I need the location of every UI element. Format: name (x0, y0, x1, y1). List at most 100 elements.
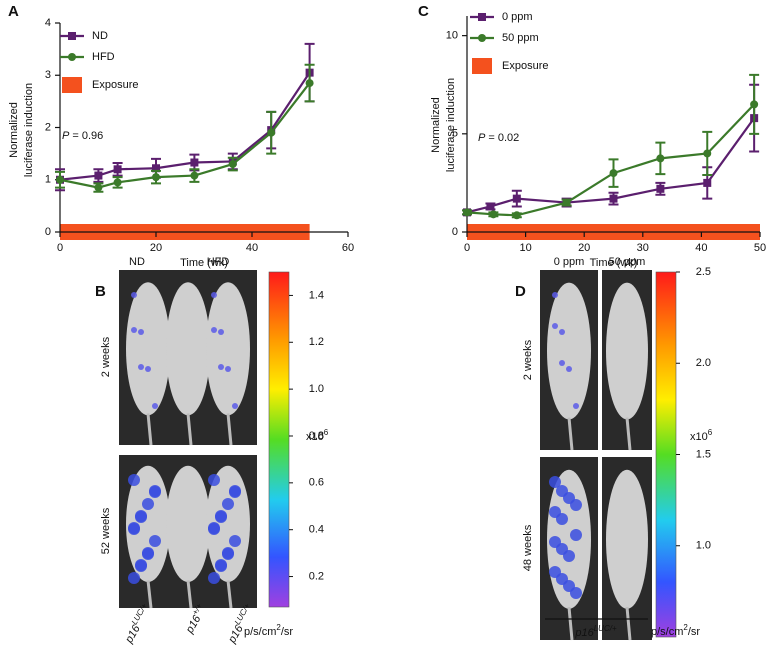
mouse-tail (625, 606, 632, 641)
colorbar-multiplier: x106 (306, 428, 329, 443)
legend-band (472, 58, 492, 74)
signal (135, 510, 147, 522)
row-label: 52 weeks (100, 507, 112, 554)
y-tick-label: 1 (45, 174, 51, 186)
annotation-part: P (62, 130, 70, 142)
y-axis-label: luciferase induction (23, 83, 35, 177)
colorbar-tick-label: 1.0 (696, 540, 711, 552)
mouse-tail (186, 413, 193, 446)
legend-label: Exposure (502, 60, 548, 72)
signal (138, 364, 144, 370)
signal (215, 510, 227, 522)
x-tick-label: 10 (519, 242, 531, 254)
signal (128, 474, 140, 486)
marker (656, 154, 665, 163)
y-tick-label: 3 (45, 69, 51, 81)
mouse-tail (567, 417, 574, 451)
y-tick-label: 0 (45, 226, 51, 238)
mouse-tail (226, 413, 233, 446)
annotation-part: P (478, 132, 486, 144)
colorbar-unit-part: /sr (281, 626, 294, 638)
signal (570, 529, 582, 541)
marker (190, 171, 199, 180)
colorbar-tick-label: 0.8 (309, 430, 324, 442)
signal (208, 572, 220, 584)
genotype-label-part: p16 (123, 622, 144, 646)
marker (512, 211, 521, 220)
y-axis-label: Normalized (8, 102, 20, 158)
marker (703, 149, 712, 158)
colorbar-unit: p/s/cm2/sr (244, 623, 293, 638)
mouse-tail (226, 580, 233, 609)
colorbar-tick-label: 0.2 (309, 570, 324, 582)
y-tick-label: 0 (452, 226, 458, 238)
mouse (547, 282, 591, 420)
signal (128, 572, 140, 584)
x-tick-label: 40 (695, 242, 707, 254)
genotype-label-part: p16 (183, 613, 204, 637)
colorbar-multiplier-part: 6 (708, 428, 713, 437)
mouse (606, 282, 648, 420)
y-axis-label: luciferase induction (445, 78, 457, 172)
panel-letter: C (418, 3, 429, 20)
marker (512, 194, 521, 203)
genotype-label-part: p16 (574, 627, 594, 639)
signal (142, 498, 154, 510)
marker (152, 173, 160, 182)
y-tick-label: 4 (45, 17, 51, 29)
annotation-part: = 0.02 (485, 132, 519, 144)
y-axis-label: Normalized (430, 97, 442, 153)
mouse (166, 465, 210, 582)
column-label: ND (129, 256, 145, 268)
signal (149, 485, 161, 497)
signal (138, 329, 144, 335)
colorbar-multiplier-part: x10 (306, 431, 324, 443)
legend-label: ND (92, 30, 108, 42)
marker (703, 178, 712, 187)
marker (228, 160, 237, 169)
genotype-label: p16LUC/+ (223, 601, 258, 646)
mouse-tail (146, 413, 153, 446)
signal (559, 329, 565, 335)
annotation: P = 0.96 (62, 130, 103, 142)
marker (94, 183, 103, 192)
marker (750, 100, 759, 109)
signal (549, 506, 561, 518)
marker (113, 165, 122, 174)
genotype-label-part: LUC/+ (594, 624, 617, 633)
marker (486, 202, 495, 211)
marker (56, 175, 64, 184)
mouse-tail (625, 417, 632, 451)
colorbar (655, 271, 677, 638)
x-tick-label: 20 (578, 242, 590, 254)
marker (562, 198, 571, 207)
x-axis-label: Time (wk) (180, 257, 228, 269)
row-label: 2 weeks (522, 339, 534, 380)
row-label: 2 weeks (100, 336, 112, 377)
x-tick-label: 40 (246, 242, 258, 254)
signal (218, 329, 224, 335)
colorbar-tick-label: 0.4 (309, 524, 324, 536)
marker (267, 128, 276, 137)
genotype-label: p16LUC/+ (120, 601, 155, 646)
signal (152, 403, 158, 409)
column-label: 0 ppm (554, 256, 585, 268)
marker (190, 158, 199, 167)
annotation: P = 0.02 (478, 132, 519, 144)
signal (142, 547, 154, 559)
y-tick-label: 2 (45, 121, 51, 133)
annotation-part: = 0.96 (69, 130, 103, 142)
legend-label: 0 ppm (502, 11, 533, 23)
colorbar-multiplier-part: 6 (324, 428, 329, 437)
column-label: 50 ppm (609, 256, 646, 268)
signal (552, 323, 558, 329)
marker (305, 79, 314, 88)
panel-letter: B (95, 283, 106, 300)
signal (549, 536, 561, 548)
x-axis-label: Time (wk) (590, 257, 638, 269)
x-tick-label: 0 (464, 242, 470, 254)
colorbar-unit-part: 2 (683, 623, 688, 632)
mouse-tail (567, 606, 574, 641)
legend-label: 50 ppm (502, 32, 539, 44)
colorbar-tick-label: 2.0 (696, 357, 711, 369)
